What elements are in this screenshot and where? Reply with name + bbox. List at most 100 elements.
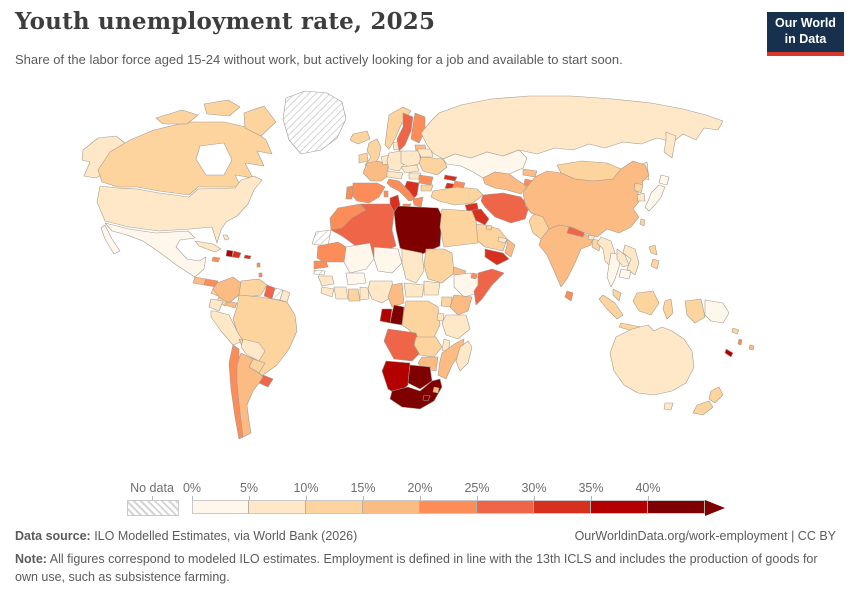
country-canada[interactable] [243,105,277,137]
country-italy[interactable] [383,190,389,198]
country-finland[interactable] [410,112,426,144]
legend-bin-30%[interactable] [534,500,591,514]
country-guatemala[interactable] [192,276,207,286]
country-kazakhstan[interactable] [442,149,528,179]
country-alpine-states[interactable] [386,170,404,180]
country-venezuela[interactable] [238,278,268,298]
legend-bin-35%[interactable] [591,500,648,514]
country-puerto-rico[interactable] [243,254,252,260]
country-turkey[interactable] [430,186,484,206]
country-papua-new-guinea[interactable] [704,299,730,324]
country-kyrgyzstan[interactable] [522,168,538,178]
country-australia[interactable] [609,324,695,396]
country-central-african-republic[interactable] [403,282,425,298]
country-new-caledonia[interactable] [724,348,734,358]
country-uzbekistan-turkmenistan[interactable] [482,171,528,195]
country-philippines[interactable] [648,244,658,256]
country-congo[interactable] [389,304,405,326]
country-solomon-islands[interactable] [731,327,740,335]
country-haiti[interactable] [225,249,234,258]
country-mexico[interactable] [100,224,121,255]
country-libya[interactable] [393,205,443,257]
country-north-korea[interactable] [633,182,644,194]
country-cameroon[interactable] [387,282,405,308]
country-vanuatu[interactable] [737,338,743,346]
country-mozambique[interactable] [437,338,465,380]
country-uae[interactable] [497,236,508,244]
country-gambia[interactable] [313,269,326,276]
country-indonesia[interactable] [598,294,624,320]
country-japan[interactable] [644,184,666,212]
country-sweden[interactable] [396,112,414,152]
country-colombia[interactable] [212,276,242,304]
country-chad[interactable] [401,248,425,284]
country-senegal[interactable] [313,260,329,270]
country-canada[interactable] [97,121,273,196]
country-sri-lanka[interactable] [564,290,574,302]
country-mexico[interactable] [104,222,207,278]
country-cote-divoire[interactable] [333,286,349,300]
country-india[interactable] [538,224,594,288]
country-lesotho[interactable] [422,394,431,402]
country-czechia-slovakia[interactable] [400,164,420,174]
country-new-zealand[interactable] [692,400,714,416]
country-ireland[interactable] [358,152,369,164]
country-belarus[interactable] [416,148,434,158]
country-italy[interactable] [386,178,416,202]
country-kuwait[interactable] [485,224,493,231]
country-japan[interactable] [658,174,670,186]
country-romania[interactable] [418,174,434,186]
legend-bin-5%[interactable] [249,500,306,514]
country-indonesia[interactable] [662,298,674,320]
country-lesser-antilles[interactable] [258,272,263,278]
country-madagascar[interactable] [455,340,473,372]
country-guinea[interactable] [317,275,335,287]
country-malaysia[interactable] [612,288,622,302]
country-philippines[interactable] [650,258,660,270]
country-somalia[interactable] [473,268,505,306]
country-taiwan[interactable] [639,218,646,227]
country-spain[interactable] [351,182,386,204]
country-nigeria[interactable] [367,280,395,304]
country-ghana[interactable] [347,288,361,302]
country-australia[interactable] [663,402,674,411]
country-panama[interactable] [224,300,238,309]
country-argentina[interactable] [236,352,264,438]
legend-bin-20%[interactable] [420,500,477,514]
country-indonesia[interactable] [632,290,660,316]
legend-bin-10%[interactable] [306,500,363,514]
country-sierra-leone-liberia[interactable] [320,286,335,298]
country-russia[interactable] [420,95,724,160]
country-oman[interactable] [504,238,516,258]
country-togo-benin[interactable] [359,286,370,301]
country-fiji[interactable] [748,344,755,351]
country-new-zealand[interactable] [708,386,724,404]
legend-bin-15%[interactable] [363,500,420,514]
country-south-korea[interactable] [636,192,646,202]
country-china[interactable] [522,160,650,238]
owid-logo[interactable]: Our World in Data [767,12,844,56]
country-sudan[interactable] [423,248,455,284]
country-bulgaria[interactable] [420,184,434,192]
country-yemen[interactable] [484,248,510,266]
country-niger[interactable] [373,246,403,274]
country-kenya[interactable] [449,294,473,316]
citation-link[interactable]: OurWorldinData.org/work-employment | CC … [574,529,836,543]
country-laos[interactable] [616,248,630,268]
country-iceland[interactable] [349,130,371,145]
country-mali[interactable] [343,242,375,274]
country-poland[interactable] [400,150,422,168]
country-eswatini[interactable] [432,386,440,394]
country-botswana[interactable] [407,364,433,390]
country-angola[interactable] [383,328,423,362]
country-canada[interactable] [155,109,199,125]
country-portugal[interactable] [345,185,354,200]
country-burkina-faso[interactable] [345,272,367,286]
country-lesser-antilles[interactable] [256,262,261,268]
country-djibouti[interactable] [470,272,478,280]
legend-bin-25%[interactable] [477,500,534,514]
country-dominican-republic[interactable] [231,250,242,259]
country-south-africa[interactable] [389,378,443,410]
country-russia[interactable] [663,131,677,159]
country-tanzania[interactable] [441,314,471,340]
